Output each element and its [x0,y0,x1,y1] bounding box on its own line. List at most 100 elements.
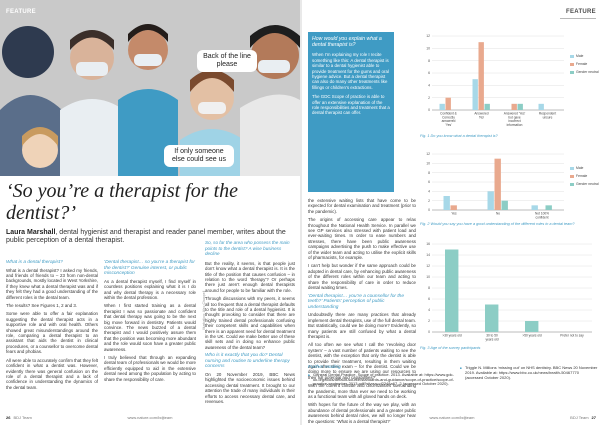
bar [445,97,451,110]
x-tick-label: No [496,212,500,216]
y-tick-label: 4 [428,84,430,88]
x-tick-label: Confident & [440,112,458,116]
y-tick-label: 6 [428,71,430,75]
x-tick-label: answered [442,119,456,123]
bar [501,200,508,210]
x-tick-label: but gave [508,115,520,119]
paragraph: With hopes for the future of the way we … [308,402,416,424]
y-tick-label: 8 [428,286,430,290]
paragraph: On 20 November 2019, BBC News highlighte… [205,372,295,405]
chart-caption: Fig. 3 Age of the survey participants [420,346,481,350]
y-tick-label: 14 [426,253,430,257]
footer-url[interactable]: www.nature.com/bdjteam [127,415,173,420]
paragraph: As a dental therapist myself, I find mys… [104,278,196,300]
further-reading: Further reading General Dental Practice.… [308,365,458,389]
legend-gender-neutral: Gender neutral [570,70,599,74]
info-box-title: How would you explain what a dental ther… [312,36,382,49]
info-box-paragraph: When I’m explaining my role I recite som… [312,52,389,90]
x-tick-label: Correctly [442,115,455,119]
bar [487,191,494,210]
subhead-counsellor: ‘Dental therapist… you’re a counsellor f… [308,293,404,310]
y-tick-label: 10 [426,275,430,279]
x-tick-label: confident [536,215,549,219]
x-tick-label: >50 years old [522,334,541,338]
bar [484,103,490,110]
bar [472,79,478,110]
chart-fig1: 0 2 4 6 8 10 12 Confident & Correctly answered 'Ye… [420,32,599,142]
standfirst: Laura Marshall, dental hygienist and the… [6,229,296,246]
x-tick-label: Yes [451,212,457,216]
article-headline: ‘So you’re a therapist for the dentist?’ [6,180,239,224]
bar [439,103,445,110]
section-rule [560,18,596,19]
magazine-name: BDJ Team [570,415,589,420]
magazine-name: BDJ Team [13,415,32,420]
left-column-2: ‘Dental therapist… so you’re a therapist… [104,260,196,385]
x-tick-label: 'Yes' [445,123,452,127]
page-number: 27 [591,415,596,420]
x-tick-label: >30 years old [442,334,461,338]
bar [525,321,539,332]
author-name: Laura Marshall [6,229,56,236]
y-tick-label: 12 [426,264,430,268]
legend-male: Male [570,166,583,170]
speech-bubble-back-of-line: Back of the line please [197,50,257,72]
y-tick-label: 8 [428,59,430,63]
y-tick-label: 2 [428,96,430,100]
chart-fig1-svg: 0 2 4 6 8 10 12 Confident &Correctlyanswered'Ye… [426,34,564,127]
bar [494,158,501,210]
footer-url[interactable]: www.nature.com/bdjteam [429,415,475,420]
legend-female: Female [570,62,587,66]
chart-fig2-svg: 0 2 4 6 8 10 12 Yes No Not 100%confident [426,152,564,219]
y-tick-label: 8 [428,171,430,175]
bar [450,205,457,210]
section-tag: FEATURE [566,9,596,15]
further-reading-title: Further reading [308,365,341,370]
bar [485,304,499,332]
bar [531,205,538,210]
chart-fig2: 0 2 4 6 8 10 12 Yes No Not 100% confident Fig. 2 W… [420,150,599,230]
x-tick-label: 'No' [479,115,485,119]
y-tick-label: 12 [426,152,430,156]
y-tick-label: 16 [426,242,430,246]
x-tick-label: incorrect [508,119,520,123]
bar [443,196,450,210]
x-tick-label: 30 to 50 [486,334,498,338]
x-tick-label: unsure [543,115,553,119]
right-mid-column: the extensive waiting lists that have co… [308,198,416,425]
subhead-dental-therapist: ‘Dental therapist… so you’re a therapist… [104,260,195,277]
chart-caption: Fig. 2 Would you say you have a good und… [420,222,575,226]
bar [511,103,517,110]
dental-team-illustration [0,0,300,176]
paragraph: All were able to accurately confirm that… [6,357,99,390]
paragraph: I truly believed that through an expandi… [104,355,196,382]
info-box-paragraph: The GDC Scope of practice is able to off… [312,94,390,116]
x-tick-label: Respondent [539,112,556,116]
bar [517,103,523,110]
paragraph: The results? See Figures 1, 2 and 3. [6,303,78,309]
bar [478,42,484,110]
subhead-who-is-it: Who is it exactly that you do? Dental nu… [205,353,290,370]
y-tick-label: 12 [426,34,430,38]
chart-fig3-svg: 0 2 4 6 8 10 12 14 16 >30 years old 30 to 50years … [426,242,592,341]
paragraph: The origins of accessing care appear to … [308,217,416,261]
y-tick-label: 4 [428,308,430,312]
info-box: How would you explain what a dental ther… [308,32,394,192]
reference-item: Triggle N. Millions ‘missing out’ on NHS… [460,365,598,380]
legend-male: Male [570,54,583,58]
y-tick-label: 0 [428,208,430,212]
paragraph: What is a dental therapist? I asked my f… [6,267,98,300]
y-tick-label: 4 [428,190,430,194]
page-number: 26 [6,415,11,420]
section-tag: FEATURE [6,9,36,15]
left-column-1: What is a dental therapist? What is a de… [6,260,98,393]
bar [445,249,459,332]
y-tick-label: 10 [426,162,430,166]
y-tick-label: 6 [428,297,430,301]
x-tick-label: Answered 'Yes' [504,112,526,116]
x-tick-label: Answered [474,112,488,116]
footer-left: 26 BDJ Team [6,415,32,420]
paragraph: Through discussions with my peers, it se… [205,296,295,350]
chart-fig3: 0 2 4 6 8 10 12 14 16 >30 years old 30 to 50 years … [420,240,598,356]
bar [538,103,544,110]
